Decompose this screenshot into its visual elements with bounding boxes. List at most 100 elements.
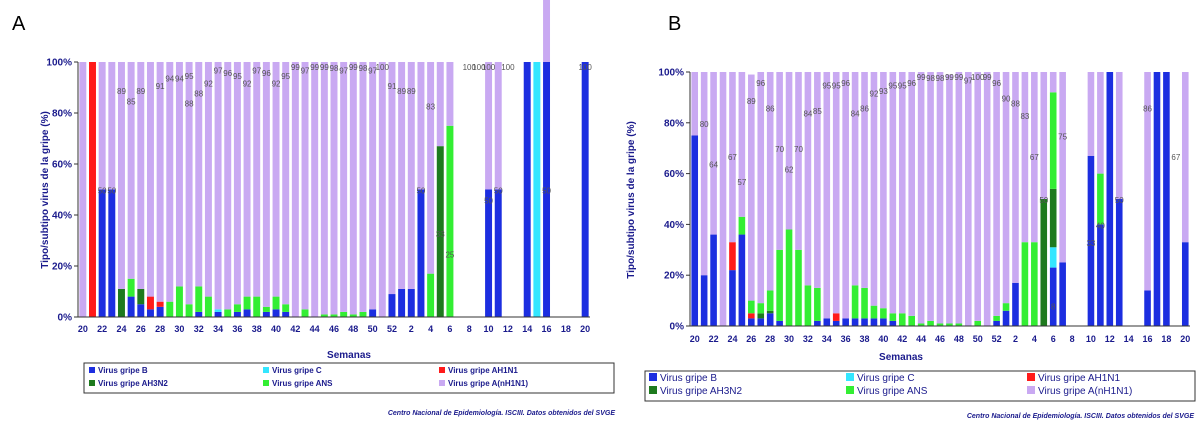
bar-segment-ans xyxy=(253,296,261,317)
x-tick-label: 32 xyxy=(194,324,204,334)
legend-swatch xyxy=(439,367,445,373)
panel-b-source-note: Centro Nacional de Epidemiología. ISCIII… xyxy=(967,413,1194,420)
data-label: 25 xyxy=(445,250,454,259)
bar-segment-ah1n1 xyxy=(89,62,96,317)
bar-segment-anh1n1 xyxy=(291,62,299,317)
data-label: 99 xyxy=(917,73,926,82)
panel-a-letter: A xyxy=(12,13,26,35)
bar-segment-b xyxy=(407,288,415,317)
bar-segment-anh1n1 xyxy=(946,74,953,324)
x-tick-label: 16 xyxy=(1143,334,1153,344)
legend-label: Virus gripe C xyxy=(272,366,322,375)
bar-segment-anh1n1 xyxy=(146,62,154,297)
legend-swatch xyxy=(89,380,95,386)
bar-segment-b xyxy=(543,62,551,317)
bar-segment-ah3n2 xyxy=(1040,199,1048,326)
panel-b-y-axis-title: Tipo/subtipo virus de la gripe (%) xyxy=(626,121,637,279)
bar-segment-anh1n1 xyxy=(301,62,309,310)
data-label: 97 xyxy=(964,77,973,86)
data-label: 40 xyxy=(1096,221,1105,230)
bar-segment-ans xyxy=(262,306,270,312)
bar-segment-b xyxy=(388,294,396,317)
bar-segment-anh1n1 xyxy=(814,72,821,288)
bar-segment-anh1n1 xyxy=(898,72,906,314)
bar-segment-anh1n1 xyxy=(927,72,934,321)
bar-segment-ans xyxy=(282,304,290,312)
data-label: 89 xyxy=(407,87,416,96)
x-tick-label: 22 xyxy=(97,324,107,334)
bar-segment-anh1n1 xyxy=(98,62,106,190)
data-label: 50 xyxy=(542,187,551,196)
legend-swatch xyxy=(649,386,657,394)
panel-b-bars xyxy=(691,72,1189,326)
bar-segment-anh1n1 xyxy=(262,62,270,307)
x-tick-label: 46 xyxy=(329,324,339,334)
data-label: 84 xyxy=(851,110,860,119)
legend-swatch xyxy=(1027,373,1035,381)
legend-label: Virus gripe AH3N2 xyxy=(660,386,743,397)
bar-segment-anh1n1 xyxy=(282,62,290,305)
bar-segment-b xyxy=(1153,72,1161,326)
data-label: 8 xyxy=(1051,303,1056,312)
legend-label: Virus gripe C xyxy=(857,373,915,384)
x-tick-label: 18 xyxy=(561,324,571,334)
panel-a-y-axis-title: Tipo/subtipo virus de la gripe (%) xyxy=(40,111,51,269)
bar-segment-b xyxy=(1097,224,1104,326)
x-tick-label: 50 xyxy=(973,334,983,344)
bar-segment-anh1n1 xyxy=(748,74,755,301)
data-label: 99 xyxy=(291,63,300,72)
x-tick-label: 4 xyxy=(428,324,433,334)
bar-segment-anh1n1 xyxy=(1181,72,1189,243)
bar-segment-anh1n1 xyxy=(1021,72,1029,243)
bar-segment-anh1n1 xyxy=(388,62,396,295)
bar-segment-anh1n1 xyxy=(710,72,717,235)
data-label: 50 xyxy=(107,187,116,196)
bar-segment-b xyxy=(1144,290,1151,326)
bar-segment-anh1n1 xyxy=(870,72,878,306)
bar-segment-ah3n2 xyxy=(117,288,125,317)
bar-segment-ans xyxy=(785,229,793,326)
bar-segment-ans xyxy=(330,314,338,317)
data-label: 96 xyxy=(992,79,1001,88)
y-tick-label: 60% xyxy=(664,169,684,180)
bar-segment-ans xyxy=(175,286,183,317)
bar-segment-anh1n1 xyxy=(427,62,435,274)
data-label: 95 xyxy=(233,72,242,81)
bar-segment-anh1n1 xyxy=(1031,72,1038,243)
bar-segment-anh1n1 xyxy=(842,72,849,319)
bar-segment-ans xyxy=(195,286,203,312)
bar-segment-anh1n1 xyxy=(1144,72,1151,291)
data-label: 99 xyxy=(310,63,319,72)
x-tick-label: 14 xyxy=(522,324,532,334)
bar-segment-b xyxy=(369,309,377,317)
data-label: 99 xyxy=(983,73,992,82)
bar-segment-anh1n1 xyxy=(776,72,783,250)
x-tick-label: 52 xyxy=(387,324,397,334)
data-label: 67 xyxy=(728,153,737,162)
legend-swatch xyxy=(1027,386,1035,394)
x-tick-label: 38 xyxy=(860,334,870,344)
data-label: 92 xyxy=(243,79,252,88)
data-label: 84 xyxy=(803,110,812,119)
bar-segment-ans xyxy=(804,285,812,326)
bar-segment-anh1n1 xyxy=(108,62,116,190)
data-label: 97 xyxy=(252,67,261,76)
bar-segment-ans xyxy=(446,125,454,317)
bar-segment-anh1n1 xyxy=(1012,72,1019,283)
x-tick-label: 24 xyxy=(116,324,126,334)
bar-segment-anh1n1 xyxy=(117,62,125,289)
data-label: 96 xyxy=(907,79,916,88)
bar-segment-anh1n1 xyxy=(1049,72,1057,93)
data-label: 95 xyxy=(832,82,841,91)
bar-segment-b xyxy=(282,311,290,317)
x-tick-label: 12 xyxy=(503,324,513,334)
bar-segment-anh1n1 xyxy=(359,62,367,312)
x-tick-label: 44 xyxy=(916,334,926,344)
data-label: 97 xyxy=(214,67,223,76)
bar-segment-b xyxy=(581,62,589,317)
data-label: 70 xyxy=(775,145,784,154)
bar-segment-ans xyxy=(243,296,251,310)
bar-segment-anh1n1 xyxy=(446,62,454,126)
bar-segment-anh1n1 xyxy=(832,72,840,314)
